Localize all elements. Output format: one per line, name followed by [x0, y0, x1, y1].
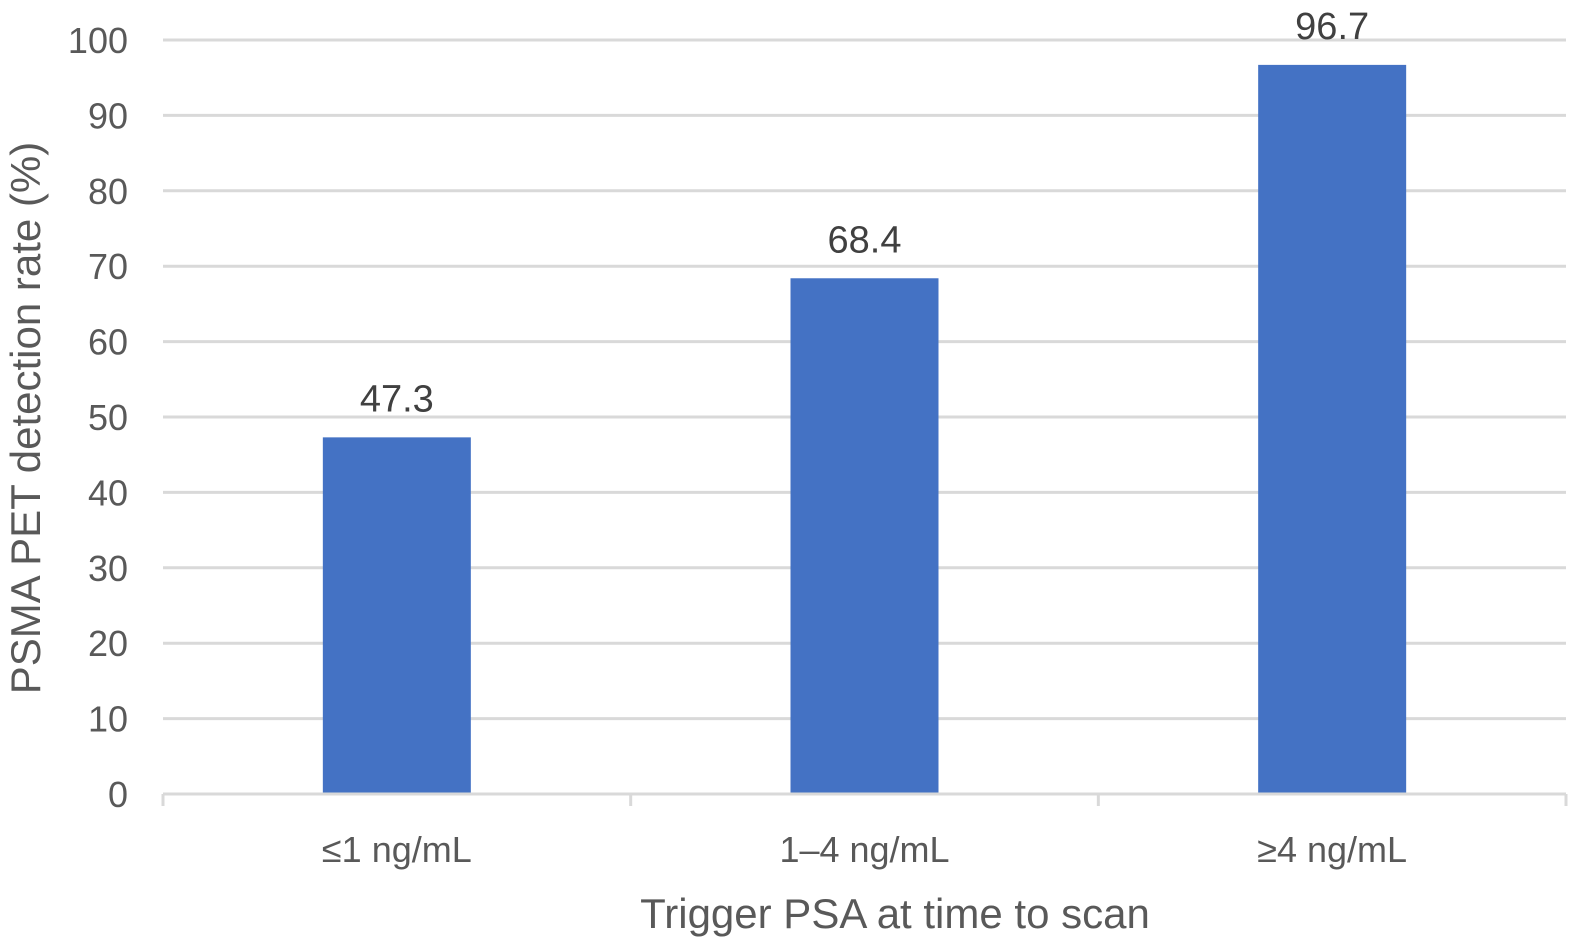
y-tick-label: 10	[88, 699, 128, 740]
y-tick-label: 100	[68, 20, 128, 61]
bar	[322, 437, 471, 794]
bars	[322, 64, 1407, 794]
x-tick-label: 1–4 ng/mL	[779, 829, 949, 870]
x-axis	[161, 792, 1568, 806]
data-label: 96.7	[1295, 6, 1369, 48]
y-tick-label: 0	[108, 774, 128, 815]
x-tick-label: ≥4 ng/mL	[1257, 829, 1407, 870]
y-tick-label: 30	[88, 548, 128, 589]
y-tick-label: 40	[88, 472, 128, 513]
bar	[790, 278, 939, 794]
y-tick-label: 80	[88, 171, 128, 212]
y-axis-title: PSMA PET detection rate (%)	[2, 142, 49, 694]
x-axis-title: Trigger PSA at time to scan	[640, 890, 1150, 937]
x-tick-label: ≤1 ng/mL	[322, 829, 472, 870]
data-label: 47.3	[360, 378, 434, 420]
bar	[1258, 64, 1407, 794]
y-tick-label: 70	[88, 246, 128, 287]
y-tick-label: 90	[88, 95, 128, 136]
x-axis-tick-labels: ≤1 ng/mL 1–4 ng/mL ≥4 ng/mL	[322, 829, 1407, 870]
y-tick-label: 50	[88, 397, 128, 438]
y-tick-label: 20	[88, 623, 128, 664]
y-axis-tick-labels: 0 10 20 30 40 50 60 70 80 90 100	[68, 20, 128, 815]
data-labels: 47.3 68.4 96.7	[360, 6, 1369, 420]
data-label: 68.4	[828, 219, 902, 261]
y-tick-label: 60	[88, 322, 128, 363]
